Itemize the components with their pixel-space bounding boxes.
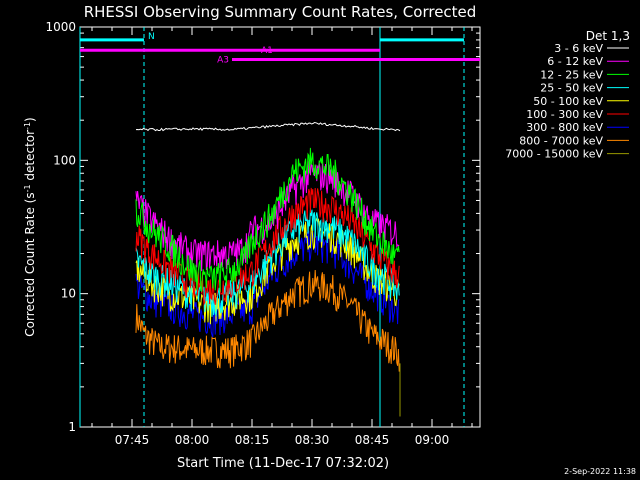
legend-label: 800 - 7000 keV (519, 134, 603, 147)
series-line (135, 121, 401, 132)
x-tick-label: 08:30 (295, 433, 330, 447)
legend-label: 100 - 300 keV (526, 108, 603, 121)
x-tick-label: 08:00 (175, 433, 210, 447)
y-axis-label-sup1: -1 (23, 184, 32, 192)
footer-timestamp: 2-Sep-2022 11:38 (564, 467, 636, 476)
series-line (135, 269, 400, 372)
y-axis-label-main: Corrected Count Rate (s (23, 192, 37, 336)
x-tick-label: 07:45 (115, 433, 150, 447)
attenuator-label: A3 (217, 56, 229, 66)
series-line (135, 209, 400, 318)
y-tick-label: 1000 (45, 20, 76, 34)
y-tick-label: 10 (61, 287, 76, 301)
y-axis-label: Corrected Count Rate (s-1 detector-1) (23, 117, 38, 336)
x-axis-label: Start Time (11-Dec-17 07:32:02) (177, 456, 389, 471)
x-tick-label: 09:00 (415, 433, 450, 447)
y-axis-label-mid: detector (23, 130, 37, 185)
attenuator-label: A1 (261, 46, 273, 56)
x-tick-label: 08:45 (355, 433, 390, 447)
legend-label: 6 - 12 keV (547, 55, 603, 68)
legend-title: Det 1,3 (586, 29, 630, 43)
y-axis-label-sup2: -1 (23, 122, 32, 130)
y-tick-label: 1 (68, 420, 76, 434)
y-axis: 1 10 100 1000 (45, 20, 480, 434)
series-group (135, 121, 401, 417)
x-tick-label: 08:15 (235, 433, 270, 447)
legend-label: 300 - 800 keV (526, 121, 603, 134)
legend-label: 12 - 25 keV (540, 68, 603, 81)
y-axis-label-end: ) (23, 117, 37, 122)
x-axis: 07:45 08:00 08:15 08:30 08:45 09:00 (91, 27, 473, 447)
attenuator-label: N (148, 32, 155, 42)
legend-label: 7000 - 15000 keV (505, 148, 603, 161)
legend-label: 25 - 50 keV (540, 82, 603, 95)
series-line (135, 230, 400, 338)
legend-label: 3 - 6 keV (554, 42, 603, 55)
y-tick-label: 100 (53, 153, 76, 167)
chart-title: RHESSI Observing Summary Count Rates, Co… (84, 3, 477, 21)
attenuator-bars: N A1 A3 (80, 32, 480, 66)
marker-lines (79, 27, 465, 427)
legend-label: 50 - 100 keV (533, 95, 603, 108)
series-line (135, 147, 400, 293)
